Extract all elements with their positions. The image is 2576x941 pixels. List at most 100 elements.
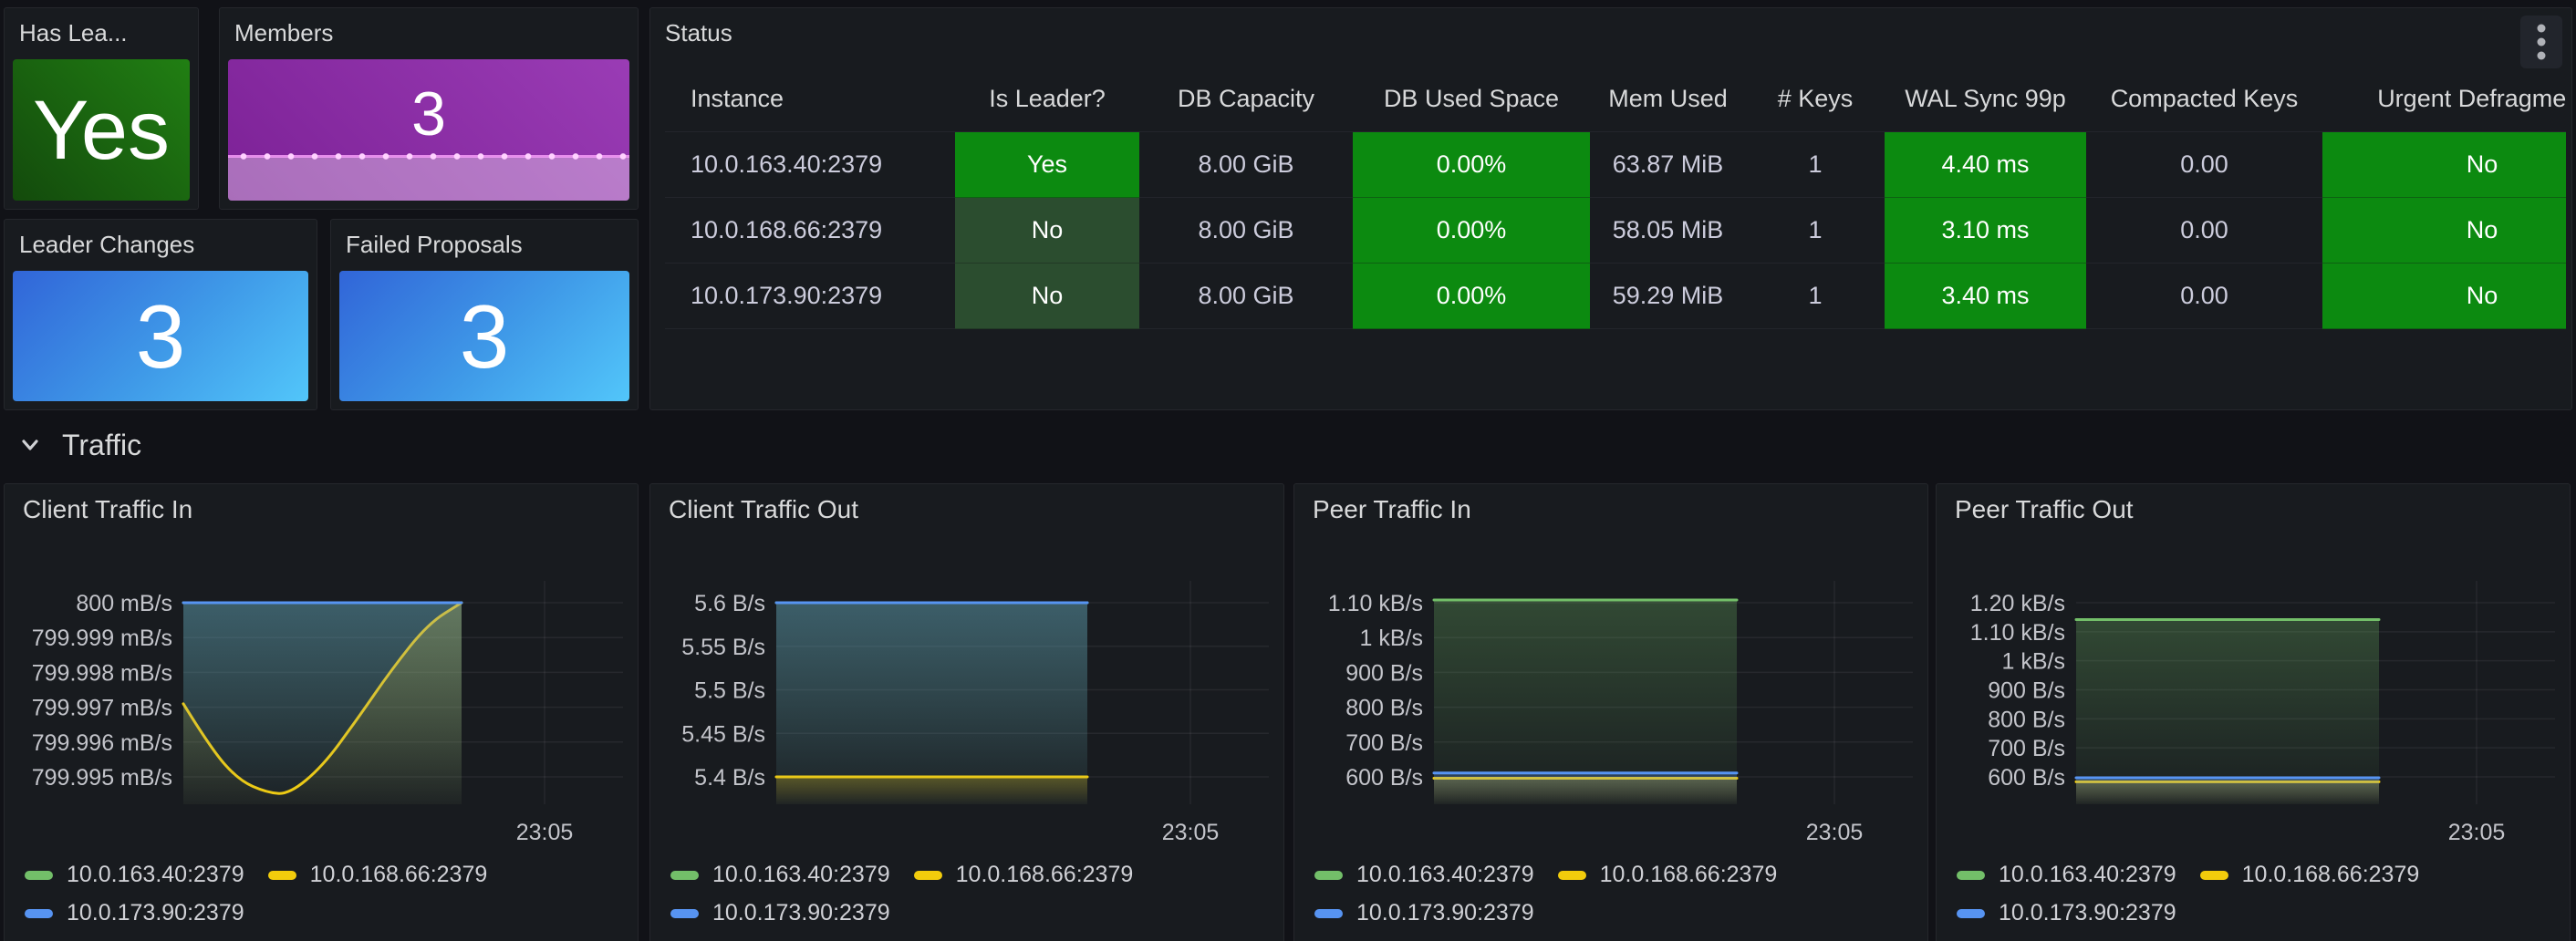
- table-cell-mem_used: 63.87 MiB: [1590, 132, 1746, 198]
- table-cell-keys: 1: [1746, 264, 1885, 329]
- panel-title[interactable]: Client Traffic Out: [669, 495, 858, 524]
- status-table-wrap: InstanceIs Leader?DB CapacityDB Used Spa…: [665, 67, 2566, 402]
- chart-legend: 10.0.163.40:2379 10.0.168.66:2379 10.0.173…: [25, 862, 630, 938]
- legend-item[interactable]: 10.0.168.66:2379: [1558, 862, 1778, 888]
- panel-peer-traffic-in: Peer Traffic In 1.10 kB/s1 kB/s900 B/s80…: [1293, 483, 1928, 941]
- panel-title[interactable]: Has Lea...: [19, 19, 128, 47]
- legend-item[interactable]: 10.0.163.40:2379: [1957, 862, 2176, 888]
- column-header-mem_used[interactable]: Mem Used: [1590, 67, 1746, 132]
- table-cell-db_used: 0.00%: [1353, 264, 1590, 329]
- legend-swatch-icon: [670, 871, 699, 880]
- y-tick-label: 900 B/s: [1345, 660, 1423, 686]
- y-tick-label: 700 B/s: [1345, 730, 1423, 756]
- panel-title[interactable]: Status: [665, 19, 732, 47]
- legend-item[interactable]: 10.0.173.90:2379: [1314, 900, 1534, 926]
- legend-label: 10.0.168.66:2379: [956, 862, 1134, 888]
- members-value: 3: [411, 83, 446, 145]
- chart-legend: 10.0.163.40:2379 10.0.168.66:2379 10.0.173…: [1957, 862, 2562, 938]
- legend-swatch-icon: [1314, 909, 1343, 918]
- column-header-wal_sync[interactable]: WAL Sync 99p: [1885, 67, 2086, 132]
- legend-item[interactable]: 10.0.163.40:2379: [670, 862, 890, 888]
- table-cell-keys: 1: [1746, 132, 1885, 198]
- legend-label: 10.0.168.66:2379: [310, 862, 488, 888]
- panel-title[interactable]: Peer Traffic In: [1313, 495, 1471, 524]
- table-cell-urgent_defrag: No: [2322, 198, 2566, 264]
- y-tick-label: 799.998 mB/s: [32, 660, 172, 686]
- panel-leader-changes: Leader Changes 3: [4, 219, 317, 410]
- y-tick-label: 1 kB/s: [1360, 626, 1423, 651]
- grafana-dashboard: Has Lea... Yes Members 3 Leader Changes …: [0, 0, 2576, 941]
- legend-swatch-icon: [914, 871, 942, 880]
- table-cell-wal_sync: 3.10 ms: [1885, 198, 2086, 264]
- column-header-instance[interactable]: Instance: [665, 67, 955, 132]
- table-cell-urgent_defrag: No: [2322, 132, 2566, 198]
- table-cell-mem_used: 59.29 MiB: [1590, 264, 1746, 329]
- legend-swatch-icon: [268, 871, 296, 880]
- legend-swatch-icon: [670, 909, 699, 918]
- legend-item[interactable]: 10.0.168.66:2379: [914, 862, 1134, 888]
- table-cell-mem_used: 58.05 MiB: [1590, 198, 1746, 264]
- status-table: InstanceIs Leader?DB CapacityDB Used Spa…: [665, 67, 2566, 329]
- table-cell-db_capacity: 8.00 GiB: [1139, 132, 1353, 198]
- legend-item[interactable]: 10.0.168.66:2379: [268, 862, 488, 888]
- table-cell-db_used: 0.00%: [1353, 132, 1590, 198]
- has-leader-value: Yes: [33, 88, 170, 172]
- panel-status: Status InstanceIs Leader?DB CapacityDB U…: [649, 7, 2572, 410]
- panel-title[interactable]: Failed Proposals: [346, 231, 523, 259]
- panel-title[interactable]: Client Traffic In: [23, 495, 192, 524]
- column-header-is_leader[interactable]: Is Leader?: [955, 67, 1139, 132]
- column-header-keys[interactable]: # Keys: [1746, 67, 1885, 132]
- legend-item[interactable]: 10.0.173.90:2379: [670, 900, 890, 926]
- panel-title[interactable]: Members: [234, 19, 333, 47]
- table-cell-keys: 1: [1746, 198, 1885, 264]
- legend-item[interactable]: 10.0.163.40:2379: [25, 862, 244, 888]
- legend-item[interactable]: 10.0.168.66:2379: [2200, 862, 2420, 888]
- table-cell-instance: 10.0.168.66:2379: [665, 198, 955, 264]
- legend-item[interactable]: 10.0.163.40:2379: [1314, 862, 1534, 888]
- legend-label: 10.0.163.40:2379: [1999, 862, 2176, 888]
- y-tick-label: 700 B/s: [1988, 736, 2065, 761]
- y-tick-label: 600 B/s: [1988, 765, 2065, 791]
- y-tick-label: 5.6 B/s: [694, 591, 765, 616]
- x-tick-label: 23:05: [1162, 820, 1220, 845]
- members-value-bg: 3: [228, 59, 629, 201]
- legend-label: 10.0.168.66:2379: [2242, 862, 2420, 888]
- table-cell-compacted: 0.00: [2086, 132, 2322, 198]
- legend-row: 10.0.163.40:2379 10.0.168.66:2379: [670, 862, 1276, 888]
- column-header-urgent_defrag[interactable]: Urgent Defragment: [2322, 67, 2566, 132]
- legend-item[interactable]: 10.0.173.90:2379: [25, 900, 244, 926]
- panel-title[interactable]: Peer Traffic Out: [1955, 495, 2134, 524]
- column-header-db_capacity[interactable]: DB Capacity: [1139, 67, 1353, 132]
- legend-label: 10.0.163.40:2379: [1356, 862, 1534, 888]
- row-title: Traffic: [62, 429, 141, 462]
- panel-menu-kebab-icon[interactable]: [2520, 16, 2562, 68]
- legend-label: 10.0.173.90:2379: [712, 900, 890, 926]
- failed-proposals-value: 3: [460, 292, 510, 381]
- legend-row: 10.0.173.90:2379: [25, 900, 630, 926]
- chart-legend: 10.0.163.40:2379 10.0.168.66:2379 10.0.173…: [670, 862, 1276, 938]
- table-cell-instance: 10.0.173.90:2379: [665, 264, 955, 329]
- members-sparkline: [228, 157, 629, 201]
- panel-has-leader: Has Lea... Yes: [4, 7, 199, 210]
- legend-row: 10.0.173.90:2379: [1957, 900, 2562, 926]
- y-tick-label: 5.4 B/s: [694, 765, 765, 791]
- legend-row: 10.0.163.40:2379 10.0.168.66:2379: [1314, 862, 1920, 888]
- column-header-compacted[interactable]: Compacted Keys: [2086, 67, 2322, 132]
- y-tick-label: 799.997 mB/s: [32, 696, 172, 721]
- y-tick-label: 800 mB/s: [76, 591, 172, 616]
- table-cell-db_capacity: 8.00 GiB: [1139, 198, 1353, 264]
- column-header-db_used[interactable]: DB Used Space: [1353, 67, 1590, 132]
- y-tick-label: 600 B/s: [1345, 765, 1423, 791]
- row-traffic[interactable]: Traffic: [18, 421, 141, 469]
- table-cell-urgent_defrag: No: [2322, 264, 2566, 329]
- chart-legend: 10.0.163.40:2379 10.0.168.66:2379 10.0.173…: [1314, 862, 1920, 938]
- y-tick-label: 800 B/s: [1988, 707, 2065, 732]
- legend-swatch-icon: [1314, 871, 1343, 880]
- legend-swatch-icon: [25, 909, 53, 918]
- legend-label: 10.0.163.40:2379: [67, 862, 244, 888]
- legend-item[interactable]: 10.0.173.90:2379: [1957, 900, 2176, 926]
- y-tick-label: 1.10 kB/s: [1970, 620, 2065, 646]
- y-tick-label: 799.995 mB/s: [32, 765, 172, 791]
- x-tick-label: 23:05: [1806, 820, 1864, 845]
- panel-title[interactable]: Leader Changes: [19, 231, 194, 259]
